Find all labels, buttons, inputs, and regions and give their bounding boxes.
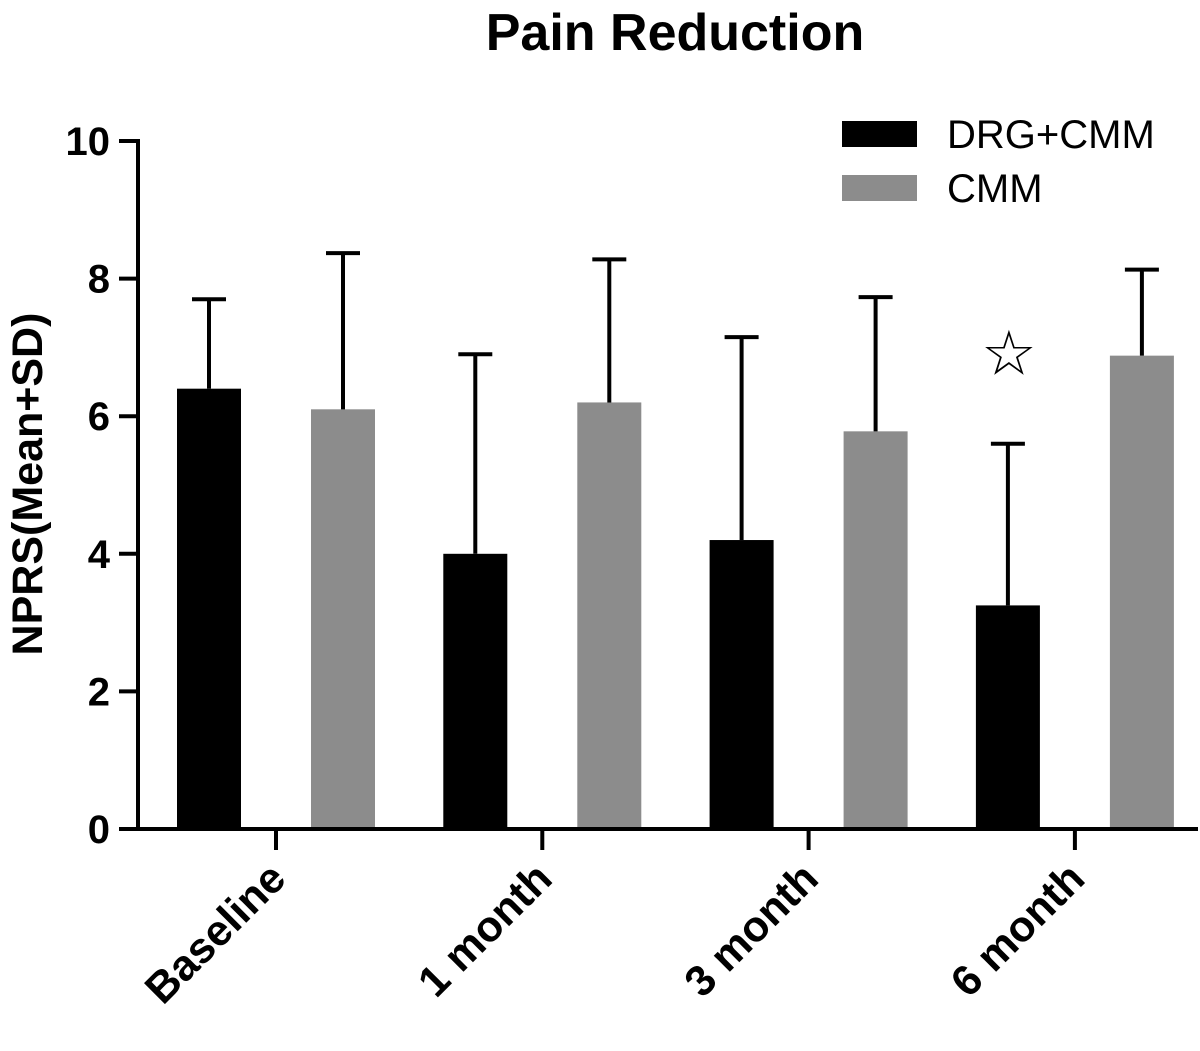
legend-swatch-drg-cmm: [842, 121, 917, 147]
y-tick-label: 10: [66, 120, 111, 164]
legend-swatch-cmm: [842, 175, 917, 201]
bar-cmm-1-month: [577, 402, 642, 829]
bar-cmm-baseline: [311, 409, 375, 829]
legend-label: CMM: [947, 167, 1043, 211]
axes-layer: [136, 139, 1198, 831]
annotation-layer: ☆: [981, 316, 1037, 389]
y-tick-label: 6: [88, 395, 110, 439]
bar-drg-cmm-6-month: [975, 605, 1040, 829]
legend-label: DRG+CMM: [947, 113, 1155, 157]
y-tick-label: 0: [88, 808, 110, 852]
x-tick-label: 1 month: [409, 854, 561, 1006]
legend: DRG+CMM CMM: [842, 113, 1155, 211]
significance-star-annotation: ☆: [981, 316, 1037, 389]
bar-drg-cmm-3-month: [709, 540, 774, 829]
x-ticks-layer: Baseline 1 month 3 month 6 month: [136, 829, 1094, 1013]
y-tick-label: 4: [88, 533, 111, 577]
y-tick-label: 8: [88, 258, 110, 302]
bar-cmm-6-month: [1109, 355, 1174, 829]
bars-layer: [177, 355, 1174, 829]
x-tick-label: 3 month: [675, 854, 827, 1006]
y-tick-label: 2: [88, 670, 110, 714]
chart-title: Pain Reduction: [486, 4, 864, 62]
y-ticks-layer: 0 2 4 6 8 10: [66, 120, 138, 852]
y-axis-label: NPRS(Mean+SD): [4, 313, 52, 656]
error-bars-layer: [192, 251, 1159, 606]
x-tick-label: Baseline: [136, 854, 295, 1013]
bar-drg-cmm-1-month: [443, 553, 508, 829]
bar-drg-cmm-baseline: [177, 388, 241, 829]
x-tick-label: 6 month: [942, 854, 1094, 1006]
bar-cmm-3-month: [843, 431, 908, 829]
